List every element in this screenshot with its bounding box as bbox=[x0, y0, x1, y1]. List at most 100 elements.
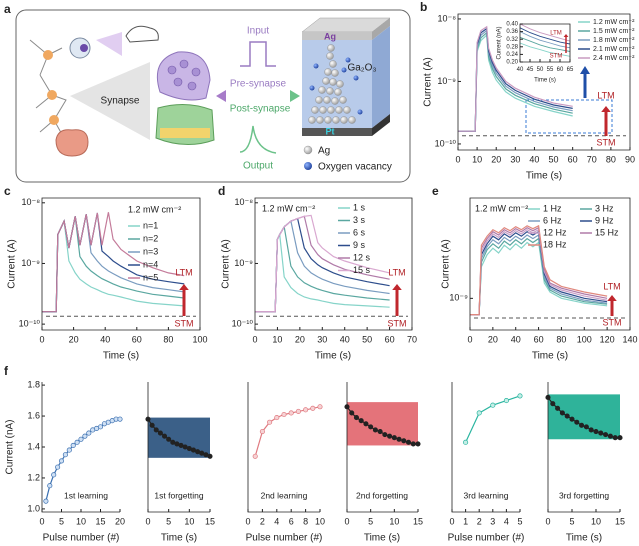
y-tick-label: 10⁻⁹ bbox=[437, 76, 456, 86]
x-tick-label: 20 bbox=[488, 334, 498, 344]
x-tick-label: 10 bbox=[184, 516, 194, 526]
data-line bbox=[45, 418, 120, 502]
x-axis-label: Pulse number (#) bbox=[246, 533, 323, 544]
data-line bbox=[519, 31, 571, 49]
data-point bbox=[153, 427, 159, 433]
data-point bbox=[157, 430, 163, 436]
x-tick-label: 80 bbox=[556, 334, 566, 344]
x-tick-label: 10 bbox=[389, 516, 399, 526]
x-tick-label: 60 bbox=[568, 154, 578, 164]
x-axis-label: Time (s) bbox=[161, 533, 197, 544]
eye-iris bbox=[80, 44, 88, 52]
y-axis-label: Current (A) bbox=[221, 239, 232, 288]
x-tick-label: 0 bbox=[39, 516, 44, 526]
annotation: LTM bbox=[388, 267, 405, 277]
mouse bbox=[125, 25, 159, 43]
data-point bbox=[564, 413, 570, 419]
arrow-head bbox=[290, 90, 300, 102]
data-point bbox=[259, 428, 265, 435]
y-axis-label: Current (A) bbox=[423, 57, 434, 106]
condition-note: 1.2 mW cm⁻² bbox=[128, 204, 181, 214]
data-point bbox=[583, 424, 589, 430]
legend-label: 1.5 mW cm⁻² bbox=[593, 28, 635, 35]
y-axis-label: Current (A) bbox=[441, 239, 452, 288]
y-tick-label: 0.36 bbox=[506, 29, 518, 35]
annotation: STM bbox=[597, 137, 616, 147]
x-axis-label: Pulse number (#) bbox=[43, 533, 120, 544]
x-tick-label: 80 bbox=[606, 154, 616, 164]
legend-label: 6 Hz bbox=[543, 215, 562, 225]
data-point bbox=[503, 398, 509, 404]
condition-note: 2nd learning bbox=[261, 490, 308, 500]
x-tick-label: 10 bbox=[76, 516, 86, 526]
data-point bbox=[62, 452, 68, 458]
x-tick-label: 30 bbox=[510, 154, 520, 164]
zoom-fan bbox=[70, 62, 150, 140]
input-pulse bbox=[240, 41, 276, 67]
data-line bbox=[42, 218, 185, 313]
shaded-range bbox=[548, 394, 620, 440]
condition-note: 1.2 mW cm⁻² bbox=[262, 203, 315, 213]
x-tick-label: 60 bbox=[132, 334, 142, 344]
data-point bbox=[78, 436, 84, 442]
legend-label: n=4 bbox=[143, 259, 158, 269]
data-point bbox=[377, 428, 383, 435]
x-tick-label: 60 bbox=[385, 334, 395, 344]
data-point bbox=[517, 393, 523, 399]
x-tick-label: 6 bbox=[289, 516, 294, 526]
data-point bbox=[372, 427, 378, 433]
data-line bbox=[254, 406, 321, 457]
y-tick-label: 1.4 bbox=[27, 441, 40, 451]
data-point bbox=[203, 452, 209, 458]
x-tick-label: 10 bbox=[591, 516, 601, 526]
x-tick-label: 0 bbox=[545, 516, 550, 526]
data-point bbox=[603, 432, 609, 438]
y-tick-label: 1.0 bbox=[27, 503, 40, 513]
x-tick-label: 0 bbox=[467, 334, 472, 344]
data-point bbox=[74, 439, 80, 445]
condition-note: 3rd learning bbox=[464, 490, 509, 500]
x-tick-label: 50 bbox=[549, 154, 559, 164]
axis-frame bbox=[254, 197, 413, 331]
data-line bbox=[470, 233, 608, 316]
data-point bbox=[415, 441, 421, 447]
data-line bbox=[519, 42, 571, 57]
x-tick-label: 0 bbox=[252, 334, 257, 344]
data-point bbox=[382, 432, 388, 438]
data-point bbox=[267, 419, 273, 425]
x-tick-label: 15 bbox=[615, 516, 625, 526]
x-tick-label: 50 bbox=[362, 334, 372, 344]
neuron-body bbox=[43, 50, 53, 60]
x-tick-label: 55 bbox=[547, 67, 554, 73]
data-point bbox=[55, 464, 61, 470]
x-tick-label: 15 bbox=[205, 516, 215, 526]
oxide-side bbox=[372, 26, 390, 128]
output-pulse bbox=[239, 125, 277, 154]
legend-label: 1.2 mW cm⁻² bbox=[593, 19, 635, 26]
data-line bbox=[470, 241, 608, 316]
data-line bbox=[42, 212, 185, 313]
y-tick-label: 10⁻¹⁰ bbox=[19, 318, 41, 328]
x-tick-label: 0 bbox=[145, 516, 150, 526]
post-synapse-label: Post-synapse bbox=[230, 104, 291, 115]
data-line bbox=[470, 228, 608, 316]
data-line bbox=[255, 214, 390, 313]
legend-label: n=3 bbox=[143, 246, 158, 256]
brain bbox=[55, 129, 89, 157]
x-tick-label: 140 bbox=[622, 334, 637, 344]
data-point bbox=[170, 439, 176, 445]
legend-label: 9 s bbox=[353, 240, 366, 250]
y-tick-label: 1.6 bbox=[27, 410, 40, 420]
data-point bbox=[149, 422, 155, 428]
data-point bbox=[207, 453, 213, 459]
data-point bbox=[82, 433, 88, 439]
data-point bbox=[178, 442, 184, 449]
x-axis-label: Time (s) bbox=[315, 351, 351, 362]
data-point bbox=[490, 402, 496, 408]
y-tick-label: 10⁻¹⁰ bbox=[435, 138, 457, 148]
annotation: LTM bbox=[175, 267, 192, 277]
data-point bbox=[476, 410, 482, 416]
zoom-box bbox=[525, 99, 613, 134]
x-tick-label: 40 bbox=[529, 154, 539, 164]
